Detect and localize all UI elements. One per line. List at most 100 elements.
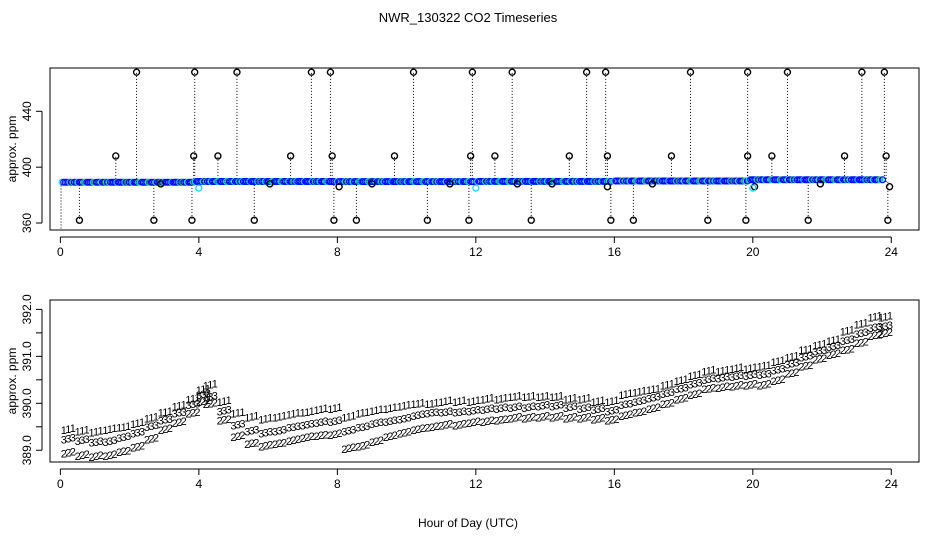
series-3-point: 3 bbox=[618, 400, 624, 412]
series-1-point: 1 bbox=[433, 397, 439, 409]
series-1-point: 1 bbox=[821, 339, 827, 351]
series-2-point: 2 bbox=[484, 416, 490, 428]
series-1-point: 1 bbox=[733, 363, 739, 375]
series-2-point: 2 bbox=[678, 394, 684, 406]
series-3-point: 3 bbox=[540, 401, 546, 413]
series-3-point: 3 bbox=[844, 335, 850, 347]
series-2-point: 2 bbox=[392, 430, 398, 442]
series-2-point: 2 bbox=[747, 380, 753, 392]
series-2-point: 2 bbox=[882, 328, 888, 340]
top-y-tick-label: 440 bbox=[20, 101, 34, 121]
series-3-point: 3 bbox=[318, 417, 324, 429]
series-2-point: 2 bbox=[153, 433, 159, 445]
series-1-point: 1 bbox=[332, 403, 338, 415]
outlier-point bbox=[804, 216, 812, 224]
series-1-point: 1 bbox=[121, 422, 127, 434]
outlier-point bbox=[629, 216, 638, 224]
series-3-point: 3 bbox=[521, 403, 527, 415]
series-2-point: 2 bbox=[604, 416, 610, 428]
series-1-point: 1 bbox=[369, 406, 375, 418]
series-3-point: 3 bbox=[158, 416, 164, 428]
series-2-point: 2 bbox=[75, 451, 81, 463]
series-2-point: 2 bbox=[683, 393, 689, 405]
series-1-point: 1 bbox=[190, 394, 196, 406]
series-2-point: 2 bbox=[498, 415, 504, 427]
series-1-point: 1 bbox=[789, 351, 795, 363]
series-1-point: 1 bbox=[882, 311, 888, 323]
outlier-point bbox=[582, 68, 591, 76]
series-2-point: 2 bbox=[295, 434, 301, 446]
series-2-point: 2 bbox=[590, 414, 596, 426]
series-1-point: 1 bbox=[61, 425, 67, 437]
series-2-point: 2 bbox=[424, 423, 430, 435]
series-2-point: 2 bbox=[318, 430, 324, 442]
outlier-point bbox=[326, 68, 335, 76]
series-3-point: 3 bbox=[507, 403, 513, 415]
series-1-point: 1 bbox=[443, 396, 449, 408]
series-3-point: 3 bbox=[97, 436, 103, 448]
series-1-point: 1 bbox=[489, 393, 495, 405]
top-x-tick-label: 8 bbox=[334, 245, 341, 259]
outlier-point bbox=[157, 180, 165, 188]
series-1-point: 1 bbox=[775, 356, 781, 368]
series-3-point: 3 bbox=[244, 426, 250, 438]
series-2-point: 2 bbox=[461, 418, 467, 430]
series-2-point: 2 bbox=[300, 433, 306, 445]
series-2-point: 2 bbox=[336, 428, 342, 440]
series-1-point: 1 bbox=[75, 426, 81, 438]
series-1-point: 1 bbox=[350, 411, 356, 423]
outlier-point bbox=[742, 216, 750, 224]
series-3-point: 3 bbox=[79, 435, 85, 447]
series-2-point: 2 bbox=[664, 398, 670, 410]
series-3-point: 3 bbox=[309, 418, 315, 430]
series-3-point: 3 bbox=[194, 398, 200, 410]
series-1-point: 1 bbox=[235, 408, 241, 420]
series-1-point: 1 bbox=[172, 402, 178, 414]
series-3-point: 3 bbox=[696, 378, 702, 390]
series-3-point: 3 bbox=[817, 346, 823, 358]
series-1-point: 1 bbox=[494, 395, 500, 407]
series-3-point: 3 bbox=[272, 426, 278, 438]
series-1-point: 1 bbox=[466, 397, 472, 409]
series-2-point: 2 bbox=[65, 448, 71, 460]
series-3-point: 3 bbox=[172, 409, 178, 421]
series-2-point: 2 bbox=[544, 411, 550, 423]
series-1-point: 1 bbox=[887, 310, 893, 322]
series-1-point: 1 bbox=[457, 396, 463, 408]
series-1-point: 1 bbox=[738, 362, 744, 374]
outlier-point bbox=[491, 152, 499, 160]
series-1-point: 1 bbox=[646, 385, 652, 397]
outlier-point bbox=[390, 152, 399, 160]
series-2-point: 2 bbox=[627, 409, 633, 421]
series-3-point: 3 bbox=[854, 329, 860, 341]
series-3-point: 3 bbox=[867, 323, 873, 335]
series-2-point: 2 bbox=[669, 397, 675, 409]
series-1-point: 1 bbox=[276, 411, 282, 423]
series-1-point: 1 bbox=[181, 400, 187, 412]
series-1-point: 1 bbox=[830, 335, 836, 347]
series-3-point: 3 bbox=[757, 370, 763, 382]
series-3-point: 3 bbox=[70, 433, 76, 445]
series-1-point: 1 bbox=[415, 398, 421, 410]
series-3-point: 3 bbox=[498, 403, 504, 415]
top-x-tick-label: 20 bbox=[746, 245, 760, 259]
series-2-point: 2 bbox=[181, 416, 187, 428]
series-2-point: 2 bbox=[586, 411, 592, 423]
series-1-point: 1 bbox=[558, 390, 564, 402]
series-3-point: 3 bbox=[632, 397, 638, 409]
series-2-point: 2 bbox=[286, 436, 292, 448]
series-2-point: 2 bbox=[674, 395, 680, 407]
series-1-point: 1 bbox=[761, 361, 767, 373]
series-3-point: 3 bbox=[295, 421, 301, 433]
series-3-point: 3 bbox=[107, 436, 113, 448]
series-3-point: 3 bbox=[130, 428, 136, 440]
series-1-point: 1 bbox=[378, 404, 384, 416]
series-1-point: 1 bbox=[111, 423, 117, 435]
bottom-plot-frame bbox=[49, 299, 920, 463]
series-1-point: 1 bbox=[878, 312, 884, 324]
series-1-point: 1 bbox=[300, 408, 306, 420]
series-2-point: 2 bbox=[563, 413, 569, 425]
series-1-point: 1 bbox=[757, 362, 763, 374]
series-2-point: 2 bbox=[212, 397, 218, 409]
series-3-point: 3 bbox=[655, 392, 661, 404]
